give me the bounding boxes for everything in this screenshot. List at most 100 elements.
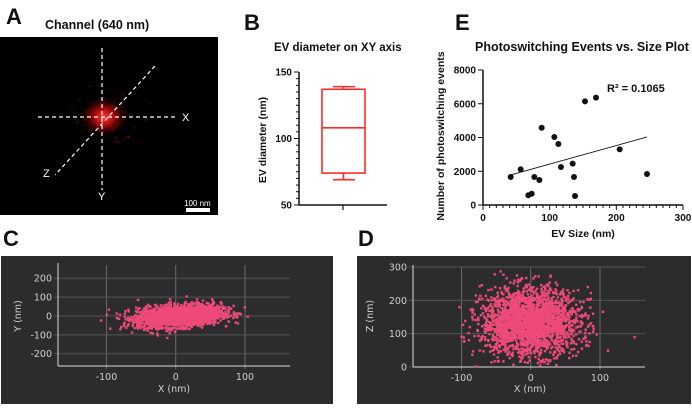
d-data-point	[485, 327, 488, 331]
d-data-point	[537, 314, 540, 318]
d-data-point	[592, 327, 595, 331]
c-data-point	[212, 301, 216, 304]
c-data-point	[187, 317, 190, 321]
d-data-point	[532, 332, 535, 336]
c-data-point	[174, 318, 177, 321]
c-data-point	[184, 312, 187, 316]
d-data-point	[489, 304, 492, 307]
d-data-point	[519, 294, 522, 298]
c-data-point	[176, 316, 180, 320]
c-data-point	[159, 313, 162, 317]
d-data-point	[513, 319, 517, 322]
d-data-point	[519, 332, 523, 335]
d-data-point	[512, 282, 515, 285]
c-data-point	[202, 323, 205, 326]
d-data-point	[534, 309, 537, 313]
c-data-point	[179, 319, 182, 323]
d-data-point	[541, 344, 544, 348]
c-data-point	[173, 305, 177, 309]
d-data-point	[561, 328, 564, 331]
c-data-point	[184, 312, 187, 315]
d-data-point	[523, 339, 526, 342]
panel-a-title: Channel (640 nm)	[45, 18, 150, 32]
d-data-point	[560, 324, 564, 328]
c-data-point	[189, 305, 192, 309]
d-data-point	[534, 316, 537, 320]
c-data-point	[185, 313, 188, 316]
d-data-point	[503, 307, 507, 310]
d-data-point	[547, 331, 550, 334]
c-data-point	[174, 316, 177, 320]
c-data-point	[170, 309, 173, 313]
d-data-point	[547, 320, 550, 323]
c-data-point	[164, 310, 168, 313]
c-data-point	[216, 311, 219, 315]
d-data-point	[530, 337, 533, 340]
d-data-point	[539, 324, 542, 328]
d-data-point	[539, 364, 542, 367]
c-data-point	[175, 316, 178, 319]
c-data-point	[174, 315, 177, 318]
c-data-point	[204, 315, 207, 318]
d-data-point	[530, 341, 533, 345]
c-data-point	[174, 318, 177, 322]
noise-speck	[123, 139, 126, 141]
d-data-point	[523, 331, 526, 334]
c-data-point	[201, 313, 204, 317]
d-data-point	[520, 350, 523, 354]
c-data-point	[166, 316, 169, 319]
c-data-point	[183, 323, 186, 326]
d-data-point	[547, 309, 550, 312]
d-data-point	[540, 310, 543, 313]
c-data-point	[149, 324, 152, 327]
noise-speck	[108, 116, 110, 118]
d-data-point	[557, 343, 561, 347]
d-data-point	[489, 322, 492, 326]
d-y-tick-label: 200	[389, 296, 407, 307]
d-data-point	[524, 350, 527, 353]
d-data-point	[560, 309, 563, 313]
d-data-point	[575, 316, 578, 319]
d-data-point	[580, 340, 583, 343]
c-data-point	[165, 314, 169, 317]
d-data-point	[485, 327, 488, 331]
d-data-point	[538, 342, 541, 346]
d-data-point	[545, 315, 548, 319]
noise-speck	[99, 102, 101, 104]
d-data-point	[512, 322, 516, 326]
c-data-point	[202, 313, 206, 316]
d-data-point	[505, 340, 508, 344]
c-data-point	[177, 313, 181, 316]
c-data-point	[197, 307, 200, 310]
d-data-point	[537, 326, 540, 330]
c-data-point	[195, 312, 198, 316]
c-data-point	[184, 311, 187, 314]
c-data-point	[138, 316, 142, 319]
d-data-point	[538, 316, 541, 319]
d-data-point	[542, 285, 545, 288]
d-data-point	[559, 313, 563, 317]
c-data-point	[190, 315, 193, 318]
c-data-point	[172, 309, 176, 313]
d-data-point	[506, 323, 509, 327]
noise-speck	[75, 119, 78, 121]
c-data-point	[211, 313, 214, 317]
c-data-point	[185, 309, 188, 312]
c-data-point	[166, 315, 169, 319]
d-data-point	[540, 328, 543, 332]
d-data-point	[507, 286, 510, 290]
c-data-point	[175, 322, 178, 326]
d-data-point	[542, 312, 545, 316]
c-data-point	[178, 319, 181, 323]
d-data-point	[484, 321, 488, 325]
c-data-point	[151, 319, 155, 322]
d-data-point	[521, 317, 525, 321]
c-data-point	[180, 306, 183, 309]
c-data-point	[218, 315, 221, 318]
c-data-point	[159, 304, 162, 308]
d-data-point	[515, 324, 518, 328]
d-data-point	[529, 312, 533, 316]
c-data-point	[146, 320, 150, 324]
d-data-point	[528, 310, 531, 313]
c-data-point	[183, 307, 186, 311]
